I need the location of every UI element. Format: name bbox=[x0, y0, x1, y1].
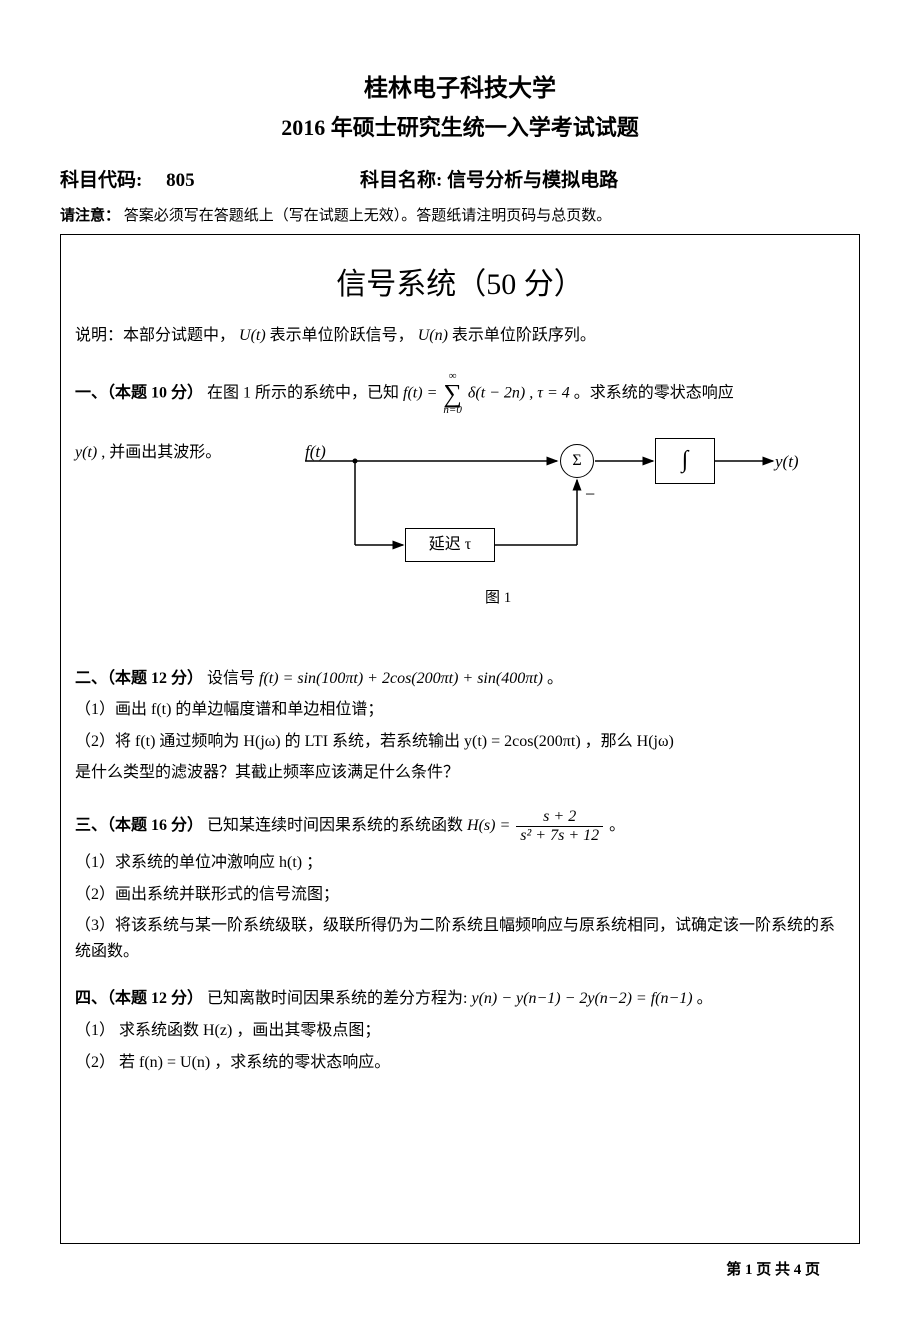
q4-text1: 已知离散时间因果系统的差分方程为: bbox=[207, 990, 471, 1007]
question-1: 一、（本题 10 分） 在图 1 所示的系统中，已知 f(t) = ∞ ∑ n=… bbox=[75, 371, 845, 626]
explain-un: U(n) bbox=[418, 327, 448, 344]
question-3: 三、（本题 16 分） 已知某连续时间因果系统的系统函数 H(s) = s + … bbox=[75, 808, 845, 965]
q1-sum-bot: n=0 bbox=[443, 405, 462, 416]
q4-sub1: （1） 求系统函数 H(z) ，画出其零极点图； bbox=[75, 1018, 845, 1044]
q3-frac-num: s + 2 bbox=[516, 808, 603, 826]
subject-code-label: 科目代码: bbox=[60, 170, 142, 191]
q1-yt: y(t) bbox=[75, 444, 97, 461]
q1-text1: 在图 1 所示的系统中，已知 bbox=[207, 384, 403, 401]
page-footer: 第 1 页 共 4 页 bbox=[60, 1258, 860, 1282]
q2-text1: 设信号 bbox=[207, 670, 259, 687]
q4-head: 四、（本题 12 分） bbox=[75, 990, 203, 1007]
notice-text: 答案必须写在答题纸上（写在试题上无效）。答题纸请注明页码与总页数。 bbox=[124, 208, 612, 224]
q3-hs-lhs: H(s) = bbox=[467, 817, 514, 834]
q4-eq: y(n) − y(n−1) − 2y(n−2) = f(n−1) bbox=[471, 990, 692, 1007]
q1-head: 一、（本题 10 分） bbox=[75, 384, 203, 401]
subject-code-value: 805 bbox=[166, 170, 195, 191]
q1-sum: ∞ ∑ n=0 bbox=[443, 371, 462, 416]
question-4: 四、（本题 12 分） 已知离散时间因果系统的差分方程为: y(n) − y(n… bbox=[75, 986, 845, 1075]
content-frame: 信号系统（50 分） 说明：本部分试题中， U(t) 表示单位阶跃信号， U(n… bbox=[60, 234, 860, 1244]
q3-sub2: （2）画出系统并联形式的信号流图； bbox=[75, 882, 845, 908]
q3-text1: 已知某连续时间因果系统的系统函数 bbox=[207, 817, 467, 834]
section-explain: 说明：本部分试题中， U(t) 表示单位阶跃信号， U(n) 表示单位阶跃序列。 bbox=[75, 323, 845, 349]
q4-line1: 四、（本题 12 分） 已知离散时间因果系统的差分方程为: y(n) − y(n… bbox=[75, 986, 845, 1012]
q3-sub1: （1）求系统的单位冲激响应 h(t) ； bbox=[75, 850, 845, 876]
q1-text3: , 并画出其波形。 bbox=[101, 444, 221, 461]
notice-label: 请注意： bbox=[60, 208, 120, 224]
q2-sub1: （1）画出 f(t) 的单边幅度谱和单边相位谱； bbox=[75, 697, 845, 723]
q3-sub3: （3）将该系统与某一阶系统级联，级联所得仍为二阶系统且幅频响应与原系统相同，试确… bbox=[75, 913, 845, 964]
explain-ut: U(t) bbox=[239, 327, 266, 344]
q2-eq: f(t) = sin(100πt) + 2cos(200πt) + sin(40… bbox=[259, 670, 543, 687]
q3-text2: 。 bbox=[609, 817, 625, 834]
q2-text2: 。 bbox=[547, 670, 563, 687]
exam-header: 桂林电子科技大学 2016 年硕士研究生统一入学考试试题 bbox=[60, 70, 860, 146]
q3-line1: 三、（本题 16 分） 已知某连续时间因果系统的系统函数 H(s) = s + … bbox=[75, 808, 845, 844]
q1-line2: y(t) , 并画出其波形。 bbox=[75, 440, 221, 466]
subject-code-block: 科目代码: 805 bbox=[60, 166, 360, 196]
q4-text2: 。 bbox=[697, 990, 713, 1007]
q3-head: 三、（本题 16 分） bbox=[75, 817, 203, 834]
q3-fraction: s + 2 s² + 7s + 12 bbox=[516, 808, 603, 844]
q2-line1: 二、（本题 12 分） 设信号 f(t) = sin(100πt) + 2cos… bbox=[75, 666, 845, 692]
university-name: 桂林电子科技大学 bbox=[60, 70, 860, 108]
q2-sub2b: 是什么类型的滤波器？其截止频率应该满足什么条件？ bbox=[75, 760, 845, 786]
q3-frac-den: s² + 7s + 12 bbox=[516, 826, 603, 845]
figure-1-caption: 图 1 bbox=[485, 586, 511, 610]
q1-text2: 。求系统的零状态响应 bbox=[574, 384, 734, 401]
q1-line1: 一、（本题 10 分） 在图 1 所示的系统中，已知 f(t) = ∞ ∑ n=… bbox=[75, 371, 845, 416]
q1-sum-body: δ(t − 2n) bbox=[468, 384, 525, 401]
q1-f-lhs: f(t) = bbox=[403, 384, 441, 401]
section-title: 信号系统（50 分） bbox=[75, 261, 845, 309]
subject-name-label: 科目名称: bbox=[360, 170, 442, 191]
q1-tau: , τ = 4 bbox=[529, 384, 574, 401]
explain-prefix: 说明：本部分试题中， bbox=[75, 327, 235, 344]
figure-1-diagram: f(t) y(t) Σ − ∫ 延迟 τ bbox=[295, 436, 815, 626]
notice-line: 请注意： 答案必须写在答题纸上（写在试题上无效）。答题纸请注明页码与总页数。 bbox=[60, 204, 860, 228]
q2-head: 二、（本题 12 分） bbox=[75, 670, 203, 687]
explain-mid2: 表示单位阶跃序列。 bbox=[452, 327, 596, 344]
q4-sub2: （2） 若 f(n) = U(n) ，求系统的零状态响应。 bbox=[75, 1050, 845, 1076]
subject-name-value: 信号分析与模拟电路 bbox=[447, 170, 618, 191]
sigma-icon: ∑ bbox=[443, 382, 462, 405]
subject-row: 科目代码: 805 科目名称: 信号分析与模拟电路 bbox=[60, 166, 860, 196]
exam-title: 2016 年硕士研究生统一入学考试试题 bbox=[60, 110, 860, 145]
subject-name-block: 科目名称: 信号分析与模拟电路 bbox=[360, 166, 618, 196]
question-2: 二、（本题 12 分） 设信号 f(t) = sin(100πt) + 2cos… bbox=[75, 666, 845, 786]
q2-sub2a: （2）将 f(t) 通过频响为 H(jω) 的 LTI 系统，若系统输出 y(t… bbox=[75, 729, 845, 755]
explain-mid1: 表示单位阶跃信号， bbox=[270, 327, 418, 344]
diagram-lines bbox=[295, 436, 815, 626]
